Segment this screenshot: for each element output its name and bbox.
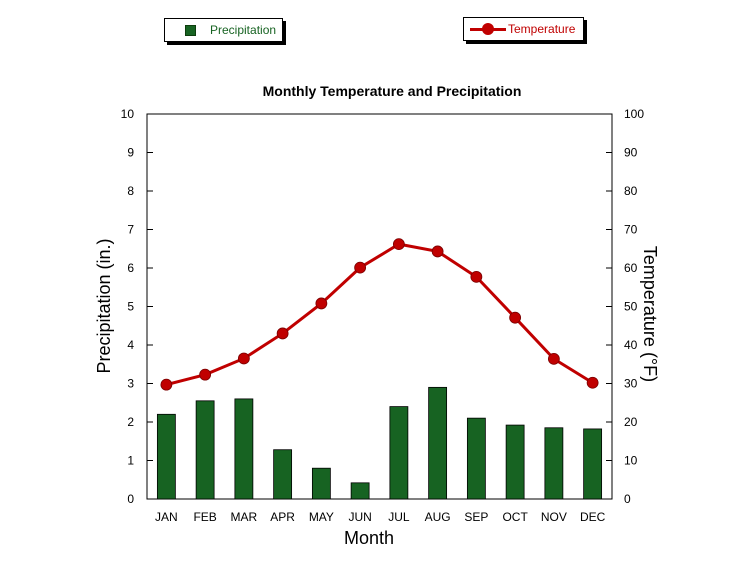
plot-frame [146,113,613,500]
x-tick-label: NOV [541,510,567,524]
precipitation-bar [273,449,293,500]
y-left-tick-label: 2 [127,415,134,429]
precipitation-bar [428,386,448,500]
x-tick-label: MAR [231,510,258,524]
precipitation-bar [234,398,254,500]
y-right-tick-label: 40 [624,338,638,352]
precipitation-bar [311,467,331,500]
x-tick-label: JUL [388,510,410,524]
y-left-tick-label: 0 [127,492,134,506]
y-left-tick-label: 1 [127,454,134,468]
temperature-point [431,245,444,258]
precipitation-swatch-icon [185,24,196,36]
y-left-tick-label: 6 [127,261,134,275]
legend-temperature-label: Temperature [508,22,576,36]
y-right-tick-label: 80 [624,184,638,198]
precipitation-bar [583,428,603,500]
y-right-tick-label: 90 [624,146,638,160]
temperature-line-marker-icon [470,23,506,35]
temperature-point [392,238,405,251]
x-tick-label: JUN [348,510,371,524]
y-axis-left-label: Precipitation (in.) [94,238,114,373]
y-right-tick-label: 60 [624,261,638,275]
chart-title: Monthly Temperature and Precipitation [263,83,522,99]
x-tick-label: AUG [425,510,451,524]
temperature-point [160,378,173,391]
temperature-line [165,242,594,387]
y-right-tick-label: 30 [624,377,638,391]
temperature-point [354,261,367,274]
y-left-tick-label: 7 [127,223,134,237]
temperature-point [237,352,250,365]
precipitation-bar [350,482,370,500]
y-right-tick-label: 50 [624,300,638,314]
legend-precipitation: Precipitation [164,18,283,42]
x-axis-label: Month [344,528,394,548]
temperature-point [315,297,328,310]
precipitation-bar [195,400,215,500]
temperature-point [199,368,212,381]
precipitation-bar [466,417,486,500]
x-tick-label: OCT [502,510,528,524]
y-left-tick-label: 10 [121,107,135,121]
y-right-tick-label: 0 [624,492,631,506]
y-axis-right-label: Temperature (°F) [640,246,660,382]
legend-temperature: Temperature [463,17,584,41]
y-left-tick-label: 8 [127,184,134,198]
legend-precipitation-label: Precipitation [210,23,277,37]
temperature-point [547,352,560,365]
temperature-point [586,376,599,389]
y-left-tick-label: 9 [127,146,134,160]
y-right-tick-label: 100 [624,107,644,121]
y-left-tick-label: 3 [127,377,134,391]
x-tick-label: JAN [155,510,178,524]
x-tick-label: MAY [309,510,334,524]
temperature-point [470,270,483,283]
y-left-tick-label: 4 [127,338,134,352]
x-tick-label: FEB [193,510,216,524]
temperature-point [509,311,522,324]
y-right-tick-label: 10 [624,454,638,468]
y-right-tick-label: 70 [624,223,638,237]
precipitation-bar [544,427,564,500]
y-right-tick-label: 20 [624,415,638,429]
y-left-tick-label: 5 [127,300,134,314]
temperature-point [276,327,289,340]
x-tick-label: APR [270,510,295,524]
x-tick-label: DEC [580,510,606,524]
precipitation-bar [156,413,176,500]
precipitation-bar [389,406,409,500]
precipitation-bar [505,424,525,500]
x-tick-label: SEP [464,510,488,524]
